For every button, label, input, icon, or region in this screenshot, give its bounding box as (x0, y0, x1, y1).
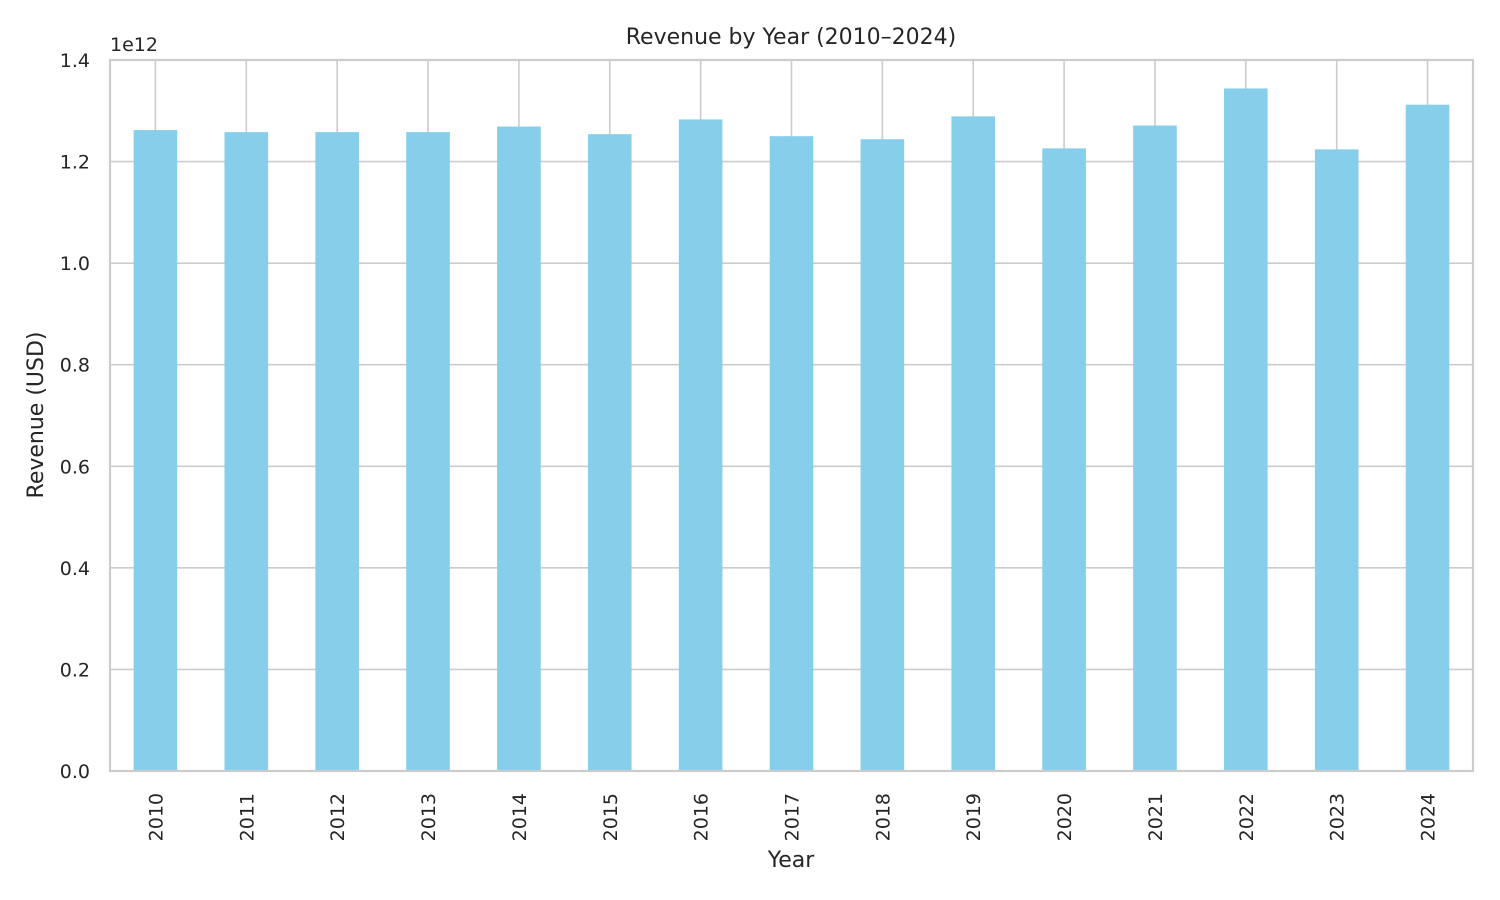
bar-2013 (406, 132, 450, 771)
bar-2016 (678, 119, 723, 771)
x-tick-label: 2024 (1418, 793, 1440, 841)
y-tick-label: 1.0 (60, 253, 90, 275)
x-tick-label: 2022 (1236, 793, 1258, 841)
y-tick-label: 1.4 (60, 50, 90, 72)
bar-2012 (315, 132, 359, 771)
y-tick-label: 1.2 (60, 152, 90, 174)
x-tick-labels: 2010 2011 2012 2013 2014 2015 2016 2017 2018 2019… (145, 793, 1439, 841)
bar-2018 (860, 139, 905, 771)
bar-2024 (1405, 104, 1450, 772)
y-tick-labels: 0.0 0.2 0.4 0.6 0.8 1.0 1.2 1.4 (60, 50, 90, 783)
x-tick-label: 2010 (145, 793, 167, 841)
y-tick-label: 0.8 (60, 355, 90, 377)
x-tick-label: 2011 (236, 793, 258, 841)
bar-2021 (1133, 125, 1177, 772)
plot-frame (108, 58, 1475, 773)
y-offset-label: 1e12 (110, 34, 158, 56)
bar-2015 (587, 134, 632, 771)
y-axis-label: Revenue (USD) (24, 332, 49, 499)
x-tick-label: 2018 (872, 793, 894, 841)
x-tick-label: 2014 (509, 793, 531, 841)
bars (133, 88, 1450, 772)
bar-2010 (133, 130, 178, 771)
x-tick-label: 2023 (1327, 793, 1349, 841)
y-tick-label: 0.4 (60, 558, 90, 580)
bar-2017 (769, 136, 814, 771)
x-tick-label: 2020 (1054, 793, 1076, 841)
bar-2019 (951, 116, 996, 772)
x-tick-label: 2015 (600, 793, 622, 841)
x-tick-label: 2012 (327, 793, 349, 841)
y-tick-label: 0.6 (60, 456, 90, 478)
bar-2014 (497, 126, 541, 771)
x-tick-label: 2019 (963, 793, 985, 841)
bar-2011 (224, 132, 269, 771)
x-tick-label: 2013 (418, 793, 440, 841)
x-axis-label: Year (767, 848, 816, 873)
chart-title: Revenue by Year (2010–2024) (626, 25, 957, 50)
bar-2023 (1314, 149, 1359, 771)
y-tick-label: 0.0 (60, 761, 90, 783)
y-tick-label: 0.2 (60, 659, 90, 681)
x-tick-label: 2017 (782, 793, 804, 841)
x-tick-label: 2021 (1145, 793, 1167, 841)
bar-2022 (1224, 88, 1268, 771)
bar-2020 (1042, 148, 1086, 772)
x-tick-label: 2016 (691, 793, 713, 841)
